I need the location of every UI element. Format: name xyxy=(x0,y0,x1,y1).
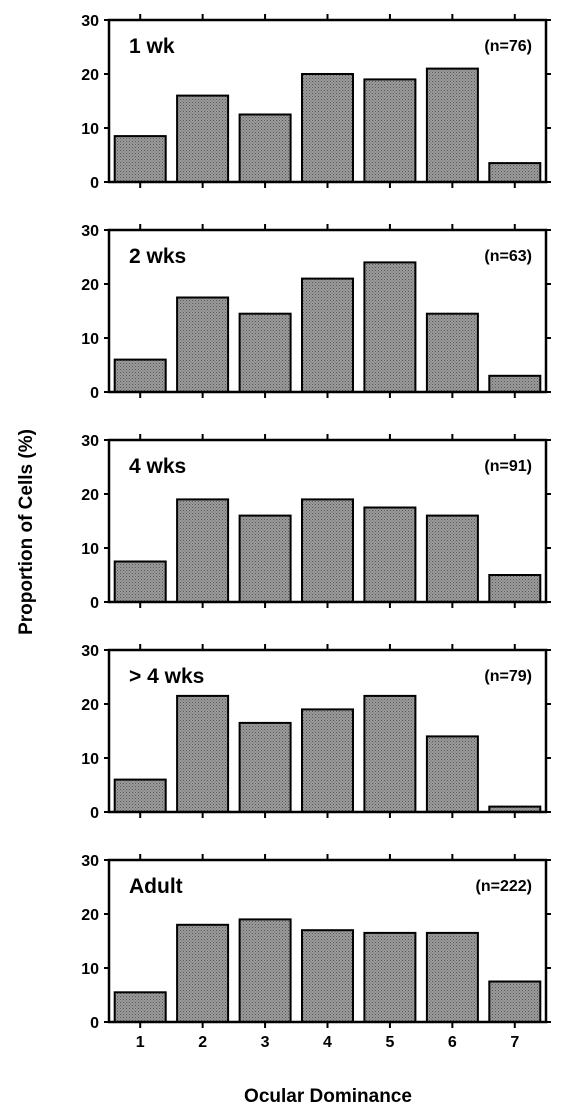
x-tick-label: 1 xyxy=(136,1034,145,1051)
bar xyxy=(363,78,417,183)
bar xyxy=(238,312,292,394)
panel-age-label: 4 wks xyxy=(129,455,186,478)
bar xyxy=(301,277,354,394)
bar xyxy=(113,991,167,1023)
y-tick-label: 0 xyxy=(90,175,99,192)
bar xyxy=(488,162,542,184)
bar xyxy=(301,73,354,183)
y-tick-label: 20 xyxy=(81,67,99,84)
bar xyxy=(488,980,542,1023)
y-tick-label: 30 xyxy=(81,433,99,450)
x-axis-title: Ocular Dominance xyxy=(244,1086,412,1107)
y-tick-label: 10 xyxy=(81,751,99,768)
y-tick-label: 0 xyxy=(90,805,99,822)
x-tick-label: 5 xyxy=(385,1034,394,1051)
bar xyxy=(301,929,354,1024)
y-tick-label: 30 xyxy=(81,223,99,240)
bar xyxy=(488,374,542,393)
y-tick-label: 10 xyxy=(81,121,99,138)
panel-3: 0 10 20 30 4 wks (n=91) xyxy=(81,433,551,612)
bar xyxy=(425,67,479,183)
bar xyxy=(176,694,230,814)
panel-age-label: 2 wks xyxy=(129,245,186,268)
panel-n-label: (n=79) xyxy=(484,668,532,685)
bar xyxy=(425,514,479,603)
y-tick-label: 30 xyxy=(81,853,99,870)
y-tick-label: 10 xyxy=(81,331,99,348)
bar xyxy=(113,358,167,394)
y-tick-label: 0 xyxy=(90,1015,99,1032)
bar xyxy=(363,506,417,603)
panel-n-label: (n=76) xyxy=(484,38,532,55)
panel-age-label: Adult xyxy=(129,875,183,898)
bar xyxy=(176,923,230,1023)
panel-2: 0 10 20 30 2 wks (n=63) xyxy=(81,223,551,402)
bar xyxy=(113,778,167,813)
x-tick-label: 4 xyxy=(323,1034,332,1051)
bar xyxy=(301,498,354,603)
bar xyxy=(238,721,292,814)
y-tick-label: 0 xyxy=(90,385,99,402)
bar xyxy=(363,261,417,393)
x-tick-label: 7 xyxy=(510,1034,519,1051)
y-tick-label: 20 xyxy=(81,907,99,924)
y-tick-label: 20 xyxy=(81,697,99,714)
bar xyxy=(425,312,479,394)
y-tick-label: 20 xyxy=(81,277,99,294)
panel-age-label: 1 wk xyxy=(129,35,175,58)
bar xyxy=(113,560,167,603)
x-tick-label: 2 xyxy=(198,1034,207,1051)
bar xyxy=(488,574,542,603)
bar xyxy=(238,113,292,183)
bar xyxy=(113,135,167,184)
y-tick-label: 10 xyxy=(81,541,99,558)
y-tick-label: 10 xyxy=(81,961,99,978)
panel-1: 0 10 20 30 1 wk (n=76) xyxy=(81,13,551,192)
panel-n-label: (n=63) xyxy=(484,248,532,265)
bar xyxy=(363,694,417,814)
bar xyxy=(238,514,292,603)
panel-5: 0 10 20 30 1 2 3 4 5 6 7 Adult (n=222) xyxy=(81,853,551,1051)
x-tick-label: 6 xyxy=(448,1034,457,1051)
y-tick-label: 20 xyxy=(81,487,99,504)
y-axis-title: Proportion of Cells (%) xyxy=(16,429,37,635)
panel-n-label: (n=91) xyxy=(484,458,532,475)
panel-age-label: > 4 wks xyxy=(129,665,204,688)
bar xyxy=(176,498,230,603)
bar xyxy=(363,931,417,1024)
bar xyxy=(176,94,230,183)
y-tick-label: 0 xyxy=(90,595,99,612)
panel-n-label: (n=222) xyxy=(476,878,532,895)
bar xyxy=(301,708,354,814)
bar xyxy=(425,931,479,1024)
bar xyxy=(425,735,479,814)
y-tick-label: 30 xyxy=(81,13,99,30)
panel-4: 0 10 20 30 > 4 wks (n=79) xyxy=(81,643,551,822)
bar xyxy=(238,918,292,1024)
y-tick-label: 30 xyxy=(81,643,99,660)
bar xyxy=(176,296,230,393)
x-tick-label: 3 xyxy=(261,1034,270,1051)
